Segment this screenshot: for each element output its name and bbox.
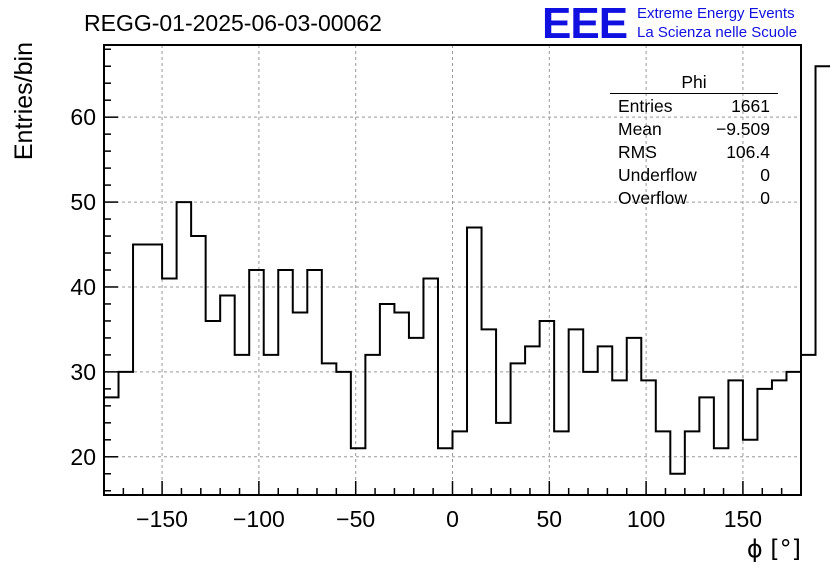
y-tick-label: 50 — [70, 189, 96, 215]
plot-frame — [103, 44, 802, 496]
stats-value: −9.509 — [715, 119, 770, 139]
y-tick-label: 30 — [70, 359, 96, 385]
y-axis-label: Entries/bin — [10, 42, 38, 160]
x-tick-label: −150 — [136, 506, 188, 532]
stats-box: Phi Entries 1661 Mean −9.509 RMS 106.4 Unde… — [610, 72, 778, 210]
stats-value: 0 — [760, 188, 770, 208]
y-tick-labels: 20 30 40 50 60 — [70, 104, 96, 470]
y-tick-label: 40 — [70, 274, 96, 300]
logo-caption: Extreme Energy Events La Scienza nelle S… — [637, 4, 797, 42]
stats-label: Overflow — [618, 188, 688, 208]
histogram-series-line — [104, 65, 831, 475]
y-tick-label: 60 — [70, 104, 96, 130]
x-axis-label: ϕ [°] — [747, 535, 801, 563]
stats-row-entries: Entries 1661 — [610, 95, 778, 118]
stats-label: Underflow — [618, 165, 697, 185]
stats-value: 1661 — [731, 96, 770, 116]
grid-lines — [104, 45, 801, 495]
x-tick-labels: −150 −100 −50 0 50 100 150 — [136, 506, 762, 532]
x-tick-label: 50 — [537, 506, 563, 532]
chart-title: REGG-01-2025-06-03-00062 — [84, 10, 382, 36]
stats-title: Phi — [610, 72, 778, 94]
stats-label: Entries — [618, 96, 673, 116]
logo-caption-line2: La Scienza nelle Scuole — [637, 24, 798, 41]
stats-row-underflow: Underflow 0 — [610, 164, 778, 187]
stats-value: 106.4 — [726, 142, 770, 162]
stats-label: RMS — [618, 142, 657, 162]
y-tick-label: 20 — [70, 444, 96, 470]
x-tick-label: 0 — [446, 506, 459, 532]
x-tick-label: 100 — [627, 506, 665, 532]
stats-row-mean: Mean −9.509 — [610, 118, 778, 141]
stats-value: 0 — [760, 165, 770, 185]
stats-row-overflow: Overflow 0 — [610, 187, 778, 210]
stats-row-rms: RMS 106.4 — [610, 141, 778, 164]
eee-logo: EEE — [542, 0, 628, 48]
x-tick-label: 150 — [724, 506, 762, 532]
logo-caption-line1: Extreme Energy Events — [637, 5, 795, 22]
stats-label: Mean — [618, 119, 662, 139]
x-tick-label: −100 — [233, 506, 285, 532]
x-tick-label: −50 — [336, 506, 375, 532]
